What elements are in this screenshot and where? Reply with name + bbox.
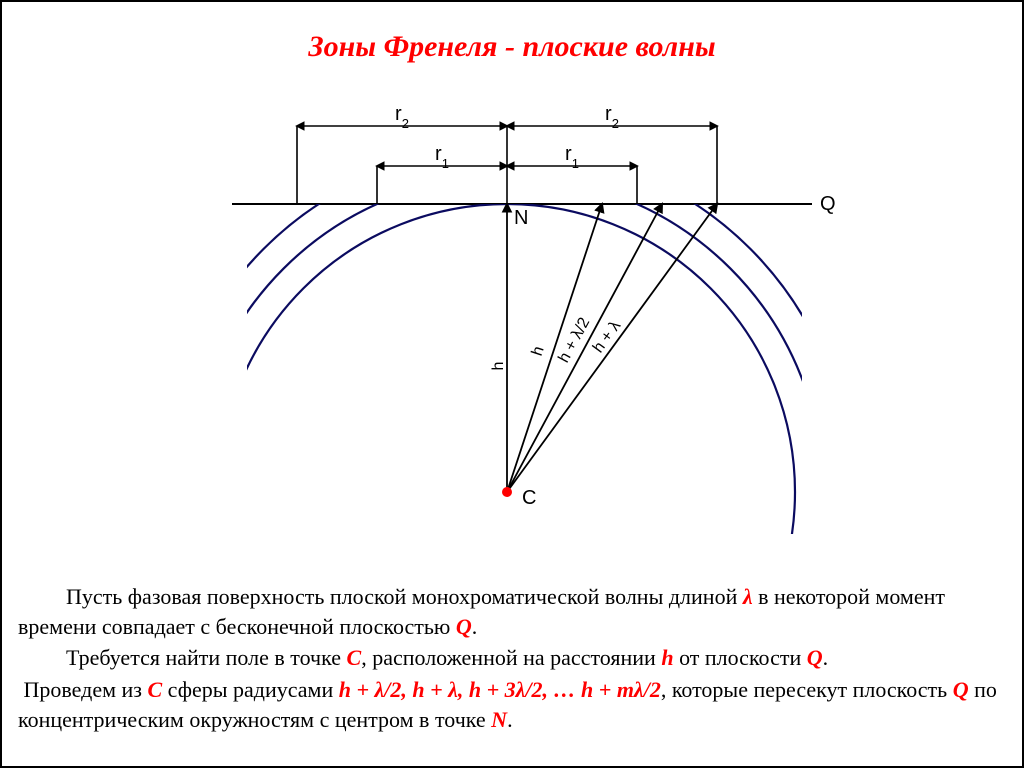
fresnel-diagram: Qr2r2r1r1Nhhh + λ/2h + λC [162,74,862,534]
body-text: Пусть фазовая поверхность плоской монохр… [18,582,1006,736]
svg-text:h: h [529,344,548,358]
paragraph-1: Пусть фазовая поверхность плоской монохр… [18,582,1006,641]
svg-text:N: N [514,207,528,229]
svg-text:C: C [522,487,536,509]
paragraph-3: Проведем из C сферы радиусами h + λ/2, h… [18,675,1006,734]
page-title: Зоны Френеля - плоские волны [2,30,1022,64]
svg-text:h: h [490,362,507,371]
svg-text:Q: Q [820,193,836,215]
paragraph-2: Требуется найти поле в точке C, располож… [18,643,1006,673]
